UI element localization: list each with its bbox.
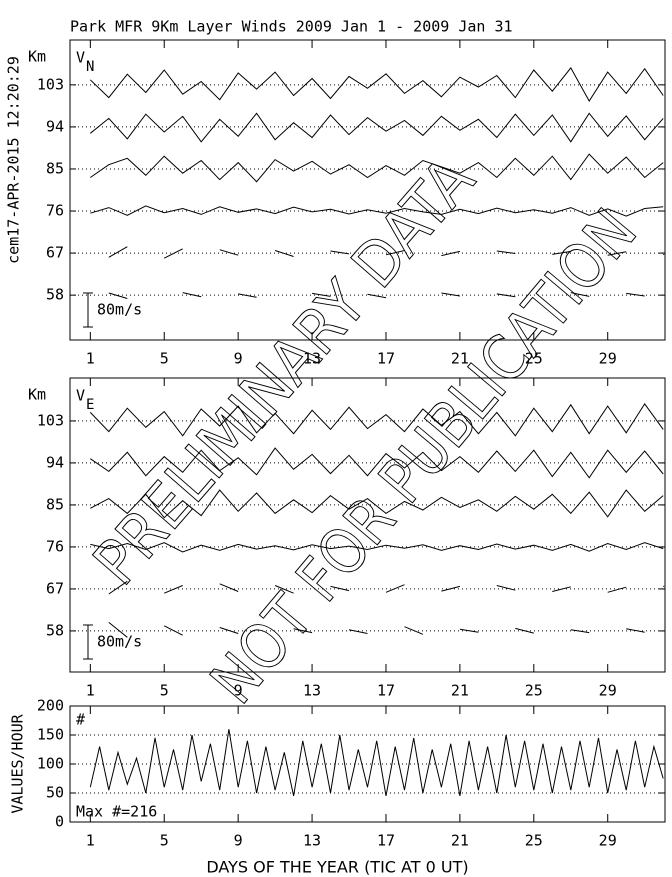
y-tick-label: 94 xyxy=(46,453,64,471)
x-tick-label: 29 xyxy=(599,832,617,850)
panel-label: V xyxy=(76,49,85,67)
y-tick-label: 58 xyxy=(46,286,64,304)
panel-label-sub: N xyxy=(86,59,94,75)
scale-bar-label: 80m/s xyxy=(97,633,142,651)
x-tick-label: 21 xyxy=(451,832,469,850)
x-tick-label: 29 xyxy=(599,350,617,368)
y-tick-label: 103 xyxy=(37,411,64,429)
x-tick-label: 17 xyxy=(377,832,395,850)
x-tick-label: 21 xyxy=(451,682,469,700)
y-tick-label: 150 xyxy=(37,726,64,744)
wind-trace xyxy=(89,112,664,143)
x-tick-label: 21 xyxy=(451,350,469,368)
x-tick-label: 13 xyxy=(303,350,321,368)
wind-trace xyxy=(90,153,664,183)
panel-label-sub: E xyxy=(86,397,94,413)
panel-label: # xyxy=(76,711,85,729)
annotation: Max #=216 xyxy=(76,803,157,821)
timestamp: cem17-APR-2015 12:20:29 xyxy=(5,56,23,264)
scale-bar-label: 80m/s xyxy=(97,301,142,319)
x-tick-label: 9 xyxy=(234,832,243,850)
x-tick-label: 5 xyxy=(160,682,169,700)
x-tick-label: 9 xyxy=(234,350,243,368)
y-tick-label: 94 xyxy=(46,117,64,135)
x-axis-label: DAYS OF THE YEAR (TIC AT 0 UT) xyxy=(206,858,468,877)
y-unit: Km xyxy=(28,48,46,66)
watermark: NOT FOR PUBLICATION xyxy=(196,195,650,717)
x-tick-label: 13 xyxy=(303,682,321,700)
plot-frame xyxy=(69,377,666,673)
x-tick-label: 17 xyxy=(377,682,395,700)
wind-trace xyxy=(108,622,645,638)
wind-trace xyxy=(90,205,664,217)
wind-trace xyxy=(90,542,664,553)
count-trace xyxy=(89,729,664,797)
watermark: PRELIMINARY DATA xyxy=(79,143,488,598)
x-tick-label: 25 xyxy=(525,350,543,368)
wind-trace xyxy=(108,292,645,299)
y-tick-label: 67 xyxy=(46,244,64,262)
y-tick-label: 103 xyxy=(37,75,64,93)
y-tick-label: 76 xyxy=(46,537,64,555)
chart-title: Park MFR 9Km Layer Winds 2009 Jan 1 - 20… xyxy=(70,18,513,36)
y-tick-label: 85 xyxy=(46,159,64,177)
wind-trace xyxy=(108,580,665,595)
x-tick-label: 25 xyxy=(525,832,543,850)
x-tick-label: 9 xyxy=(234,682,243,700)
panel-label: V xyxy=(76,387,85,405)
y-tick-label: 67 xyxy=(46,579,64,597)
wind-trace xyxy=(108,246,665,259)
y-tick-label: 100 xyxy=(37,755,64,773)
y-axis-label: VALUES/HOUR xyxy=(9,713,27,813)
y-tick-label: 58 xyxy=(46,621,64,639)
y-tick-label: 76 xyxy=(46,202,64,220)
x-tick-label: 1 xyxy=(86,832,95,850)
y-unit: Km xyxy=(28,386,46,404)
y-tick-label: 85 xyxy=(46,495,64,513)
y-tick-label: 200 xyxy=(37,697,64,715)
x-tick-label: 5 xyxy=(160,832,169,850)
x-tick-label: 13 xyxy=(303,832,321,850)
wind-trace xyxy=(89,403,664,437)
x-tick-label: 17 xyxy=(377,350,395,368)
wind-trace xyxy=(89,67,664,102)
x-tick-label: 1 xyxy=(86,682,95,700)
y-tick-label: 50 xyxy=(46,784,64,802)
x-tick-label: 5 xyxy=(160,350,169,368)
wind-trace xyxy=(90,447,664,479)
x-tick-label: 1 xyxy=(86,350,95,368)
x-tick-label: 25 xyxy=(525,682,543,700)
x-tick-label: 29 xyxy=(599,682,617,700)
plot-frame xyxy=(69,39,666,341)
wind-trace xyxy=(90,489,664,519)
y-tick-label: 0 xyxy=(55,813,64,831)
